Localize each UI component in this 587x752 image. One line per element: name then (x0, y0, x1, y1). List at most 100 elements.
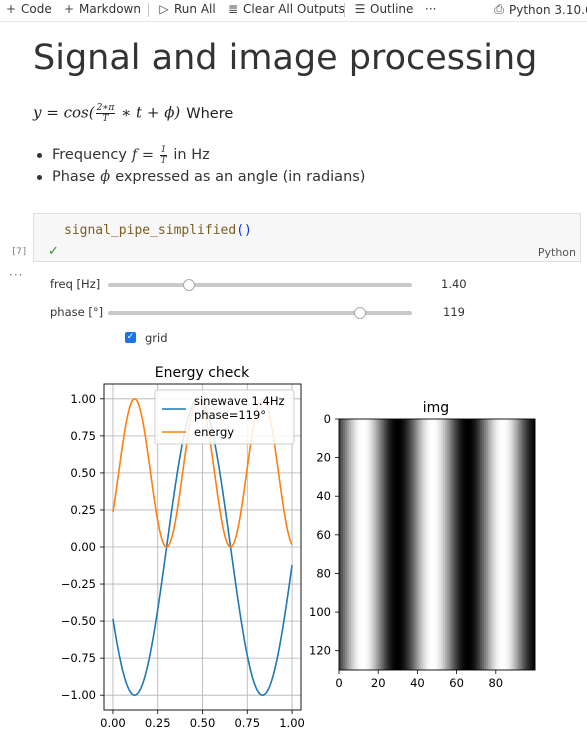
image-axes-frame (338, 418, 536, 671)
image-column (358, 419, 361, 670)
list-item: Phase ϕ expressed as an angle (in radian… (36, 166, 365, 188)
image-column (388, 419, 391, 670)
image-column (509, 419, 512, 670)
image-column (421, 419, 424, 670)
y-tick-label: −0.25 (61, 577, 96, 591)
image-column (417, 419, 420, 670)
image-column (413, 419, 416, 670)
image-column (360, 419, 363, 670)
image-column (364, 419, 367, 670)
bullet-text: Phase (52, 169, 96, 185)
add-code-button[interactable]: + Code (4, 2, 52, 16)
legend-energy-label: energy (194, 425, 234, 439)
image-column (339, 419, 342, 670)
more-actions-button[interactable]: ··· (425, 2, 436, 16)
plus-icon: + (63, 2, 75, 16)
image-column (513, 419, 516, 670)
freq-slider[interactable] (108, 283, 412, 287)
outline-label: Outline (370, 2, 414, 16)
image-heatmap (339, 419, 536, 670)
image-column (389, 419, 393, 670)
freq-slider-handle[interactable] (182, 279, 195, 291)
image-column (437, 419, 440, 670)
bullet-text: in Hz (173, 147, 210, 163)
add-markdown-label: Markdown (79, 2, 141, 16)
image-column (380, 419, 383, 670)
image-column (464, 419, 467, 670)
image-column (523, 419, 526, 670)
kernel-icon: ⎙ (494, 2, 504, 16)
image-column (505, 419, 508, 670)
image-column (397, 419, 401, 670)
image-column (489, 419, 493, 670)
plot-output: Energy check 0.00 0.25 0.50 0.75 1.00 1.00 0.7… (61, 365, 536, 730)
image-y-tick-label: 100 (309, 605, 331, 619)
chart-title: Energy check (155, 365, 250, 381)
y-tick-label: 0.50 (70, 466, 96, 480)
phase-math: ϕ (100, 169, 111, 185)
image-column (484, 419, 487, 670)
run-all-button[interactable]: ▷ Run All (157, 2, 215, 16)
image-column (444, 419, 448, 670)
y-tick-label: −0.75 (61, 651, 96, 665)
chart-ticks: 0.00 0.25 0.50 0.75 1.00 1.00 0.75 0.50 0.25 0.00… (61, 392, 305, 730)
y-tick-label: 0.25 (70, 503, 96, 517)
image-column (393, 419, 397, 670)
image-column (517, 419, 520, 670)
image-column (350, 419, 354, 670)
image-column (446, 419, 450, 670)
phase-slider[interactable] (108, 311, 412, 315)
image-column (495, 419, 499, 670)
image-column (386, 419, 389, 670)
x-tick-label: 1.00 (279, 716, 305, 730)
image-column (372, 419, 375, 670)
clear-all-label: Clear All Outputs (243, 2, 345, 16)
y-tick-label: 1.00 (70, 392, 96, 406)
formula-math: y = cos(2∗π T ∗ t + ϕ) (33, 103, 181, 124)
image-column (411, 419, 414, 670)
image-y-tick-label: 120 (309, 644, 331, 658)
output-menu-button[interactable]: ··· (9, 268, 24, 282)
image-column (458, 419, 461, 670)
execution-count: [7] (11, 247, 28, 257)
code-editor[interactable]: signal_pipe_simplified() (64, 223, 252, 238)
image-column (499, 419, 502, 670)
image-y-tick-label: 60 (316, 528, 331, 542)
image-column (376, 419, 379, 670)
image-column (344, 419, 348, 670)
bullet-text: Frequency (52, 147, 127, 163)
add-markdown-button[interactable]: + Markdown (62, 2, 141, 16)
clear-all-outputs-button[interactable]: ≣ Clear All Outputs (226, 2, 345, 16)
grid-checkbox[interactable]: ✓ (125, 332, 136, 343)
notebook-toolbar: + Code + Markdown ▷ Run All ≣ Clear All Outp… (0, 0, 587, 20)
image-column (401, 419, 404, 670)
image-x-tick-label: 0 (335, 676, 342, 690)
kernel-picker[interactable]: ⎙ Python 3.10.6 (492, 2, 587, 17)
toolbar-divider (148, 3, 149, 17)
freq-value[interactable]: 1.40 (441, 277, 467, 291)
image-column (366, 419, 369, 670)
cell-language[interactable]: Python (537, 246, 576, 259)
outline-button[interactable]: ☰ Outline (353, 2, 414, 16)
function-name: signal_pipe_simplified (64, 223, 237, 238)
phase-slider-handle[interactable] (354, 307, 367, 319)
image-column (454, 419, 457, 670)
run-all-icon: ▷ (159, 2, 169, 16)
image-y-tick-label: 80 (316, 566, 331, 580)
image-column (440, 419, 444, 670)
image-column (342, 419, 346, 670)
x-tick-label: 0.50 (190, 716, 216, 730)
image-column (487, 419, 491, 670)
image-column (462, 419, 465, 670)
y-tick-label: 0.00 (70, 540, 96, 554)
image-column (391, 419, 395, 670)
image-column (533, 419, 536, 670)
toolbar-border (0, 21, 587, 22)
x-tick-label: 0.75 (234, 716, 260, 730)
code-cell[interactable]: signal_pipe_simplified() ✓ Python (33, 213, 581, 262)
phase-value[interactable]: 119 (443, 305, 465, 319)
image-column (470, 419, 473, 670)
image-column (450, 419, 453, 670)
